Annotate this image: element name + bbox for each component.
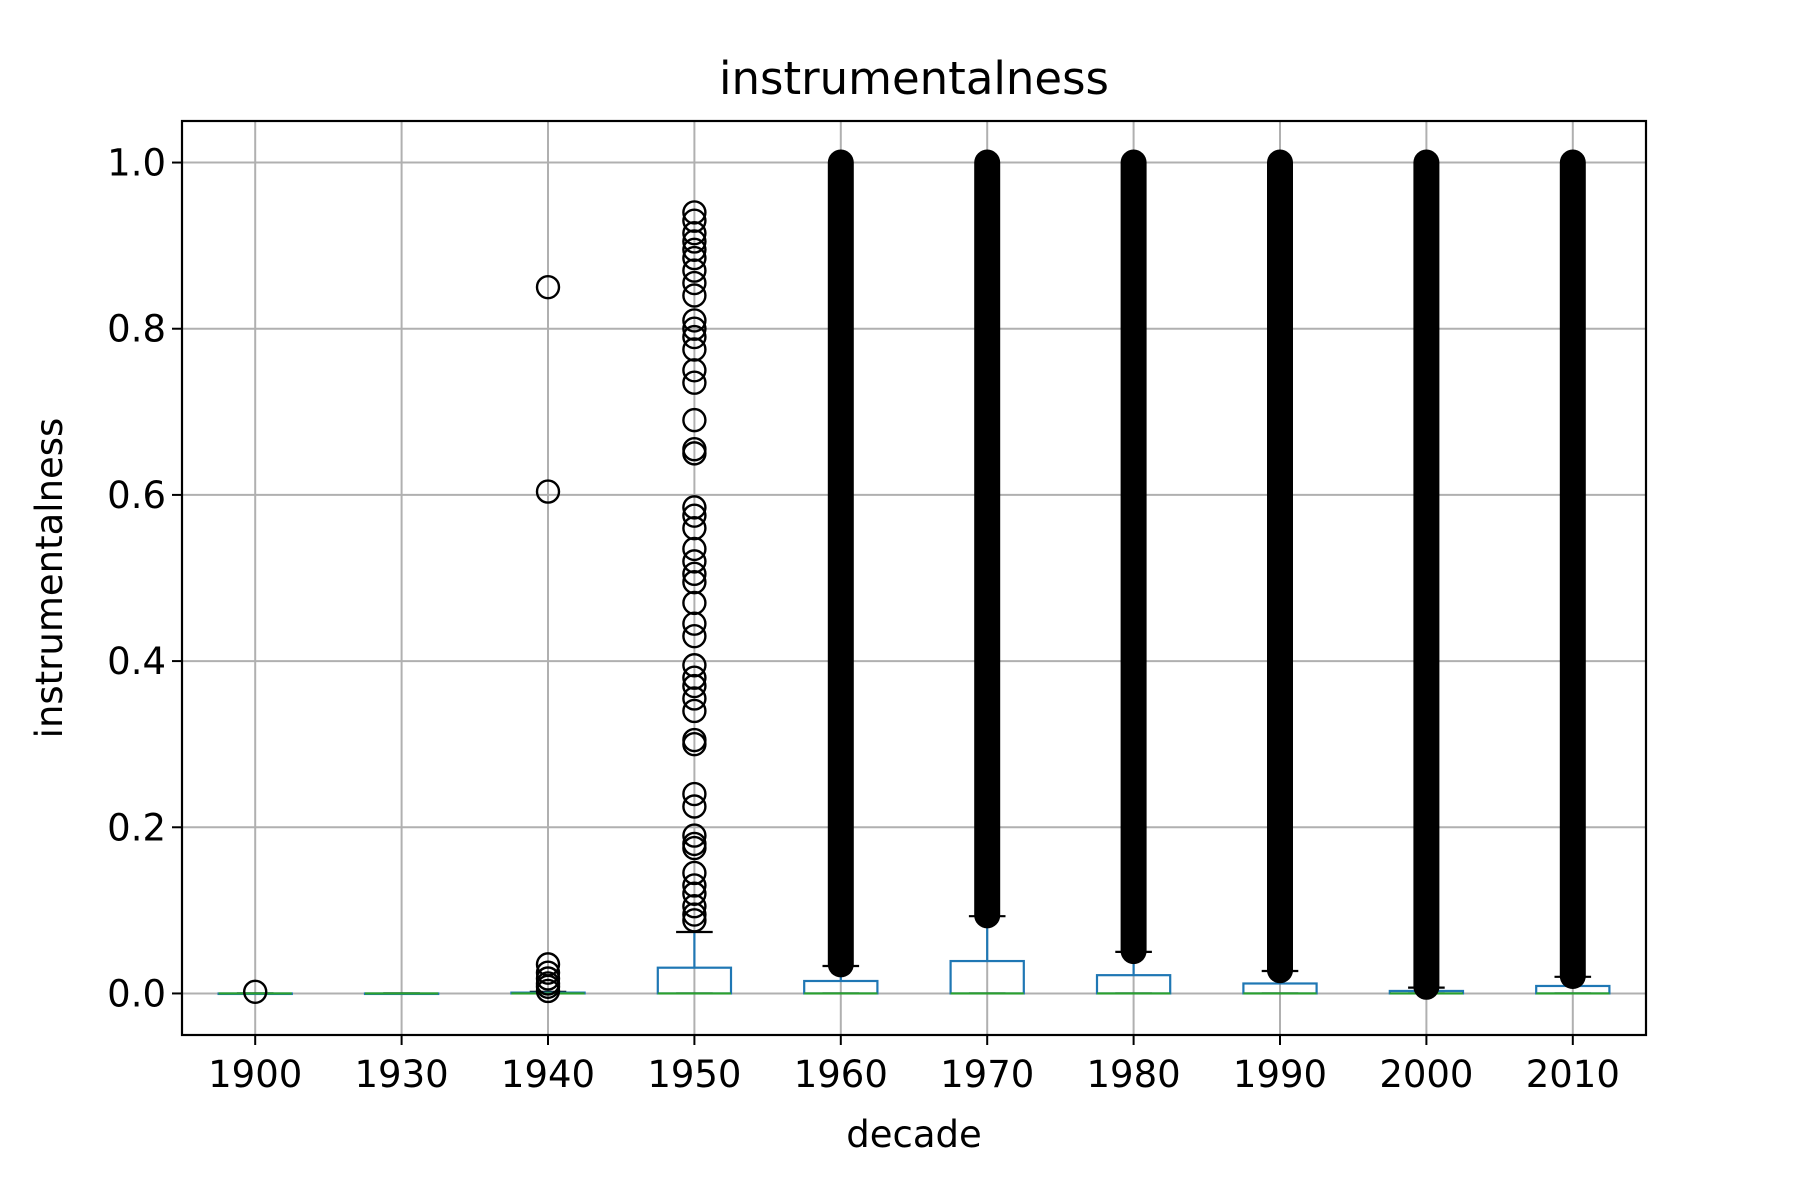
outlier-point (682, 536, 707, 562)
outlier-point (682, 686, 707, 711)
x-tick-label: 2010 (1526, 1053, 1620, 1096)
outlier-point (682, 561, 707, 587)
outlier-point (682, 324, 707, 350)
outlier-point (535, 960, 561, 985)
outlier-point (682, 781, 707, 807)
outlier-point (682, 894, 707, 919)
outlier-point (682, 258, 707, 283)
outlier-point (682, 881, 707, 906)
chart-title: instrumentalness (719, 52, 1109, 105)
x-tick-label: 1900 (208, 1053, 302, 1096)
outlier-point (682, 220, 707, 246)
outlier-point (682, 549, 707, 574)
x-tick-label: 1950 (647, 1053, 741, 1096)
outlier-point (682, 908, 707, 933)
outlier-point (682, 370, 707, 395)
outlier-point (682, 665, 707, 690)
outlier-point (682, 316, 707, 341)
tick-layer: 0.0 0.2 0.4 0.6 0.8 1.0 1900 1930 1940 1950 1960 19… (107, 142, 1620, 1096)
outlier-point (682, 358, 707, 383)
outlier-point (535, 479, 561, 504)
box-layer (217, 915, 1611, 996)
outlier-point (682, 860, 707, 886)
y-tick-label: 0.8 (107, 308, 166, 351)
outlier-point (682, 698, 707, 724)
x-tick-label: 1940 (501, 1053, 595, 1096)
outlier-point (242, 979, 268, 1004)
outlier-point (682, 623, 707, 649)
outlier-point (535, 978, 561, 1004)
y-tick-label: 0.4 (107, 640, 166, 683)
outlier-point (682, 673, 707, 699)
outlier-point (682, 245, 707, 271)
outlier-point (682, 200, 707, 225)
outlier-point (682, 873, 707, 898)
outlier-point (682, 569, 707, 595)
outlier-point (682, 441, 707, 466)
outlier-point (682, 515, 707, 541)
y-tick-label: 0.6 (107, 474, 166, 517)
outlier-point (682, 337, 707, 362)
outlier-point (535, 274, 561, 300)
y-tick-label: 0.0 (107, 972, 166, 1015)
outlier-point (682, 270, 707, 296)
y-axis-label: instrumentalness (28, 418, 71, 739)
y-tick-label: 1.0 (107, 142, 166, 185)
x-tick-label: 1980 (1087, 1053, 1181, 1096)
outlier-point (682, 835, 707, 861)
outlier-point (682, 503, 707, 528)
outlier-point (682, 407, 707, 433)
outlier-point (682, 308, 707, 333)
outlier-layer (242, 149, 1586, 1004)
outlier-point (682, 823, 707, 848)
outlier-point (682, 902, 707, 927)
outlier-point (682, 653, 707, 678)
plot-frame (180, 119, 1648, 1037)
y-tick-label: 0.2 (107, 806, 166, 849)
outlier-point (682, 731, 707, 757)
x-axis-label: decade (846, 1113, 982, 1156)
outlier-point (682, 794, 707, 819)
outlier-point (682, 208, 707, 233)
x-tick-label: 1960 (794, 1053, 888, 1096)
x-tick-label: 2000 (1379, 1053, 1473, 1096)
x-tick-label: 1990 (1233, 1053, 1327, 1096)
outlier-point (682, 237, 707, 262)
outlier-point (682, 229, 707, 254)
x-tick-label: 1970 (940, 1053, 1034, 1096)
x-tick-label: 1930 (355, 1053, 449, 1096)
outlier-point (682, 495, 707, 520)
outlier-point (682, 590, 707, 616)
outlier-point (682, 283, 707, 308)
outlier-point (682, 611, 707, 636)
